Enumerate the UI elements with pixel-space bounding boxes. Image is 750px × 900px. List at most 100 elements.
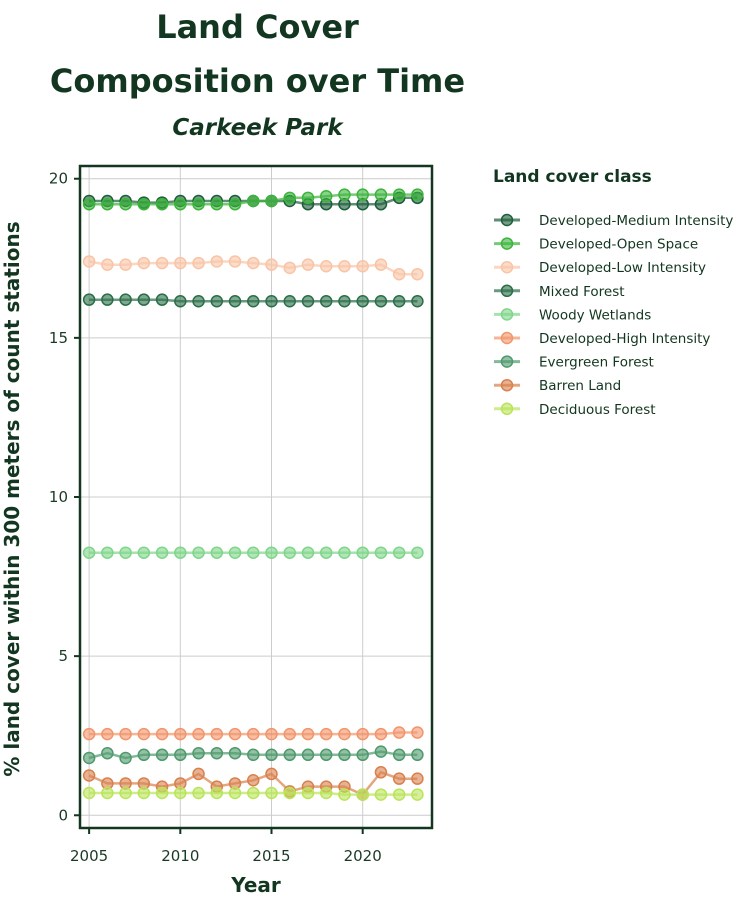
data-point	[192, 727, 205, 741]
data-point	[82, 786, 96, 800]
data-point	[119, 258, 132, 271]
series-developed-low-intensity	[82, 255, 424, 281]
data-point	[283, 786, 296, 800]
data-point	[356, 260, 369, 273]
data-point	[174, 197, 187, 211]
series-deciduous-forest	[82, 786, 424, 801]
legend-item-mixed-forest: Mixed Forest	[494, 284, 625, 300]
x-tick-label: 2010	[161, 847, 199, 865]
chart-title-line: Land Cover	[156, 8, 359, 46]
data-point	[155, 727, 169, 741]
data-point	[210, 727, 224, 741]
data-point	[319, 189, 333, 203]
data-point	[101, 293, 114, 306]
data-point	[392, 295, 406, 308]
data-point	[338, 260, 351, 273]
data-point	[374, 188, 388, 201]
legend-label: Developed-Open Space	[539, 237, 698, 253]
legend-swatch-marker	[500, 402, 514, 416]
data-point	[301, 191, 315, 205]
data-point	[338, 748, 351, 762]
data-point	[392, 188, 406, 201]
legend-label: Mixed Forest	[539, 284, 625, 300]
data-point	[319, 260, 333, 273]
data-point	[374, 727, 388, 741]
data-point	[192, 197, 205, 211]
data-point	[392, 748, 406, 762]
data-point	[137, 293, 151, 306]
legend-label: Evergreen Forest	[539, 355, 654, 371]
data-point	[265, 748, 278, 762]
data-point	[338, 188, 351, 201]
data-point	[301, 258, 315, 271]
data-point	[119, 727, 132, 741]
data-point	[265, 295, 278, 308]
data-point	[301, 786, 315, 800]
legend-item-developed-high-intensity: Developed-High Intensity	[494, 331, 710, 347]
data-point	[101, 786, 114, 800]
data-point	[192, 546, 205, 559]
data-point	[374, 788, 388, 801]
data-point	[155, 293, 169, 306]
series-evergreen-forest	[82, 745, 424, 765]
data-point	[119, 786, 132, 800]
data-point	[374, 258, 388, 271]
legend-label: Developed-High Intensity	[539, 331, 710, 347]
data-point	[411, 295, 424, 308]
data-point	[82, 727, 96, 741]
legend-item-deciduous-forest: Deciduous Forest	[494, 402, 656, 418]
data-point	[247, 546, 260, 559]
data-point	[228, 546, 242, 559]
data-point	[82, 197, 96, 211]
legend-item-developed-open-space: Developed-Open Space	[494, 237, 698, 253]
data-point	[338, 788, 351, 801]
data-point	[137, 727, 151, 741]
data-point	[174, 256, 187, 270]
data-point	[155, 786, 169, 800]
data-point	[247, 194, 260, 208]
data-point	[283, 191, 296, 205]
y-tick-label: 15	[49, 329, 68, 347]
data-point	[392, 726, 406, 739]
data-point	[319, 727, 333, 741]
data-point	[119, 546, 132, 559]
data-point	[283, 546, 296, 559]
data-point	[228, 295, 242, 308]
data-point	[82, 546, 96, 559]
series-layer	[82, 188, 424, 801]
legend-title: Land cover class	[493, 167, 652, 187]
x-tick-label: 2005	[70, 847, 108, 865]
legend-label: Developed-Medium Intensity	[539, 213, 733, 229]
data-point	[356, 788, 369, 801]
data-point	[210, 786, 224, 800]
data-point	[247, 727, 260, 741]
legend-swatch-marker	[500, 331, 514, 345]
series-woody-wetlands	[82, 546, 424, 559]
data-point	[210, 746, 224, 760]
data-point	[192, 786, 205, 800]
data-point	[265, 786, 278, 800]
y-axis-title: % land cover within 300 meters of count …	[0, 221, 24, 776]
legend-item-developed-low-intensity: Developed-Low Intensity	[494, 260, 706, 276]
legend-label: Deciduous Forest	[539, 402, 656, 418]
data-point	[210, 197, 224, 211]
data-point	[392, 546, 406, 559]
data-point	[319, 546, 333, 559]
legend-swatch-marker	[500, 378, 514, 392]
data-point	[82, 293, 96, 306]
legend-item-woody-wetlands: Woody Wetlands	[494, 307, 651, 323]
data-point	[301, 546, 315, 559]
data-point	[155, 546, 169, 559]
data-point	[411, 546, 424, 559]
data-point	[101, 258, 114, 271]
data-point	[319, 748, 333, 762]
data-point	[119, 293, 132, 306]
data-point	[101, 546, 114, 559]
grid-lines	[80, 166, 432, 828]
data-point	[137, 256, 151, 270]
axis-ticks: 2005 2010 2015 2020 0 5 10 15 20	[49, 170, 382, 865]
data-point	[210, 255, 224, 268]
legend-swatch-marker	[500, 284, 514, 298]
legend-swatch-marker	[500, 213, 514, 227]
legend-swatch-marker	[500, 260, 514, 274]
